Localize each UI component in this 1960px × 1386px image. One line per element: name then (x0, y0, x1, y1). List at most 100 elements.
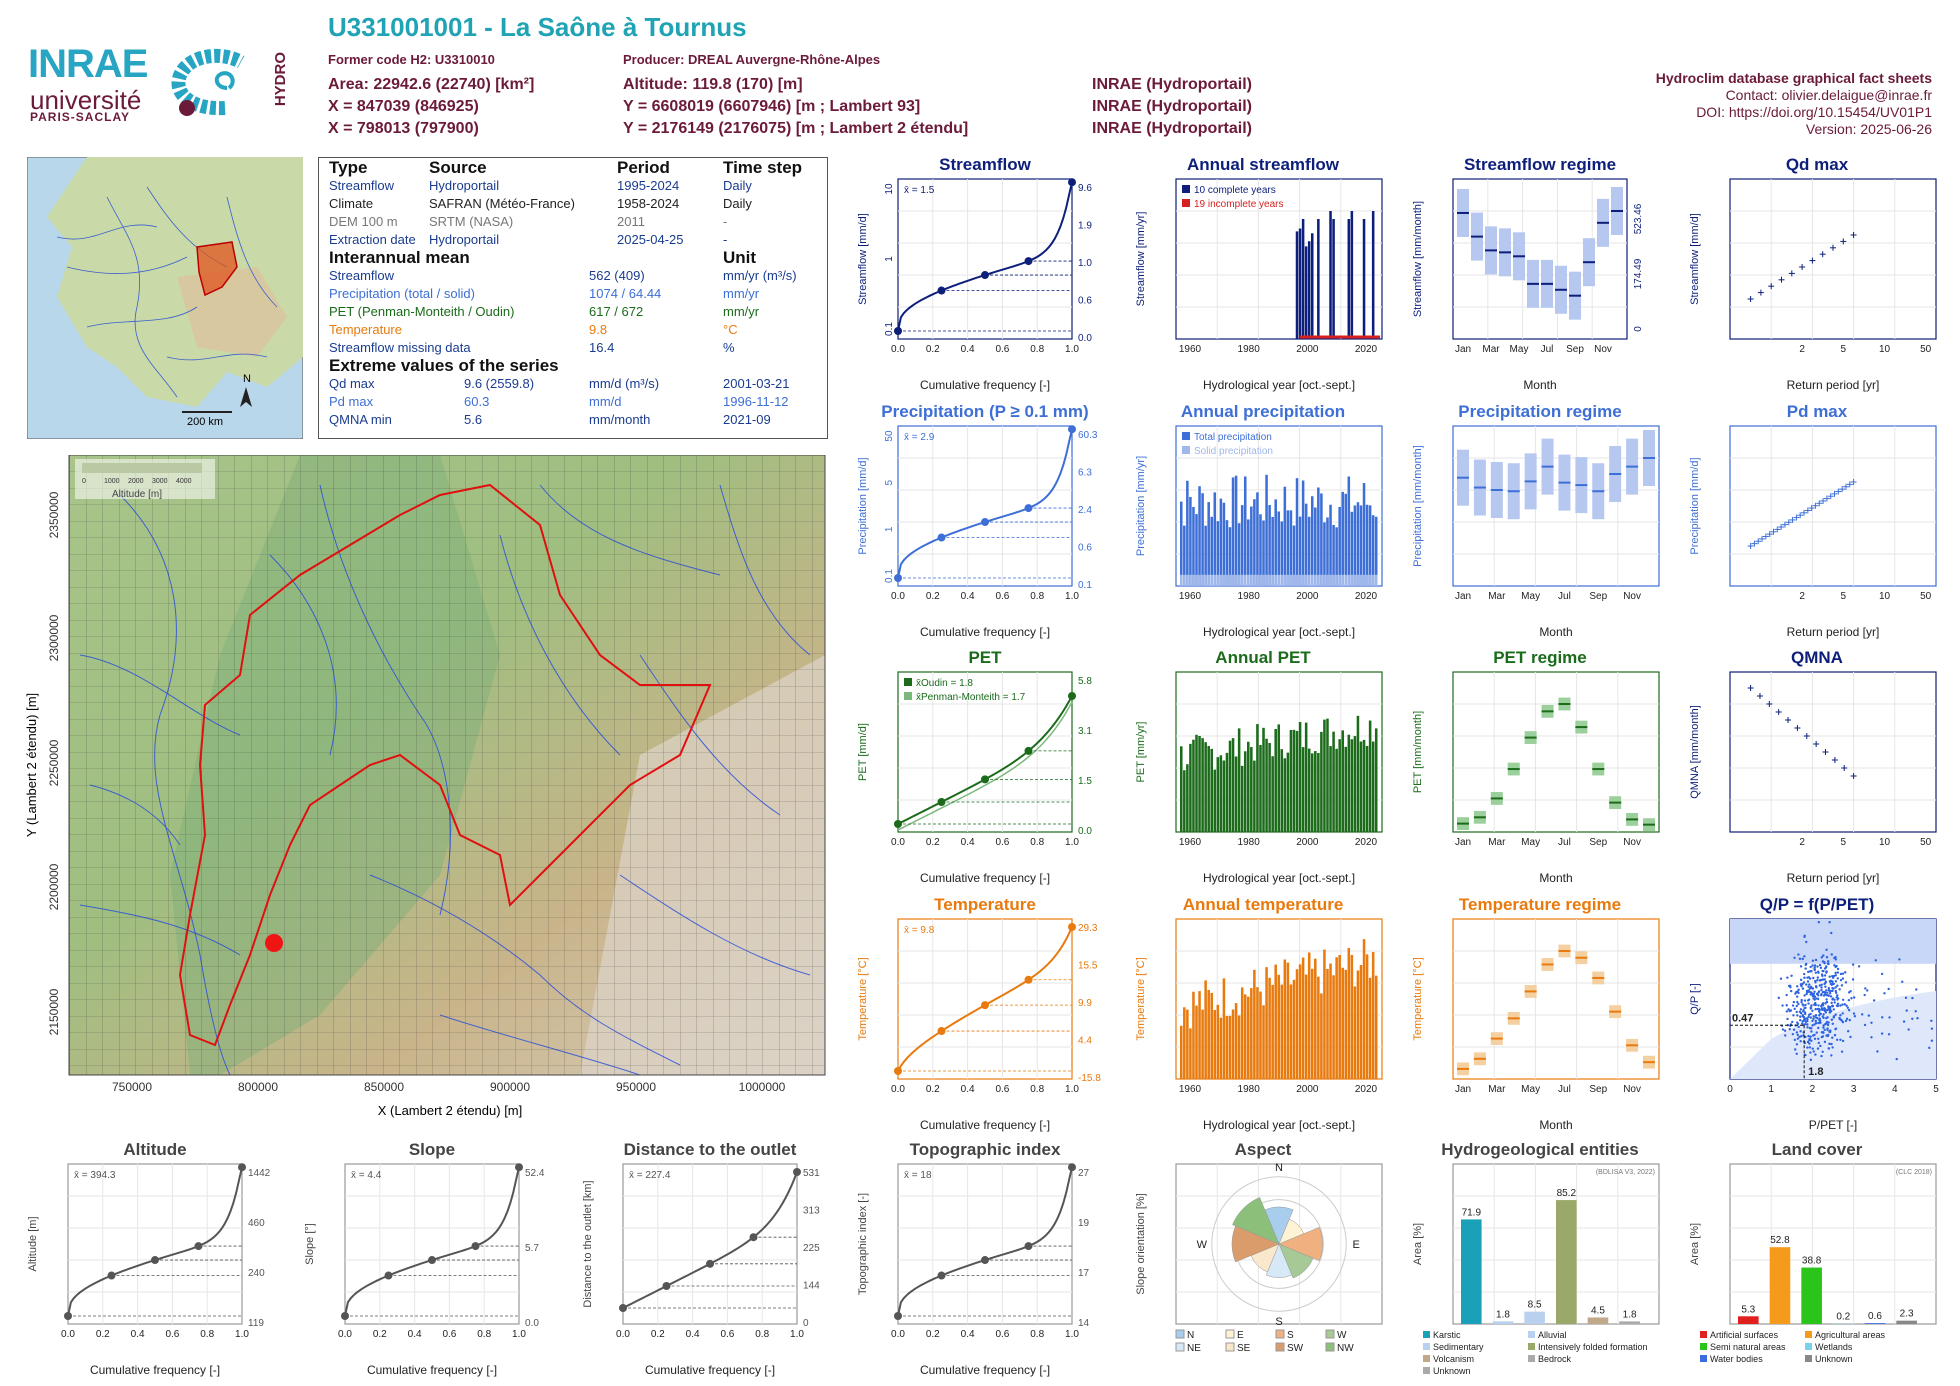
annual-bar (1250, 747, 1253, 832)
qp-point (1783, 1029, 1787, 1032)
legend-label: Bedrock (1538, 1354, 1572, 1364)
return-period-point (1785, 717, 1792, 723)
x-tick: 900000 (490, 1080, 530, 1094)
solid-precip-bar (1225, 574, 1229, 586)
row-step: - (723, 232, 728, 247)
y-lambert93: Y = 6608019 (6607946) [m ; Lambert 93] (623, 98, 921, 115)
x-tick: 750000 (112, 1080, 152, 1094)
x-tick: 1980 (1238, 837, 1261, 848)
qp-point (1800, 1035, 1803, 1038)
annual-bar (1271, 984, 1274, 1079)
x-axis-label: Return period [yr] (1787, 871, 1880, 885)
annual-bar (1359, 741, 1363, 832)
x-tick: 1000000 (739, 1080, 786, 1094)
qp-point (1839, 972, 1843, 976)
qp-point (1839, 1004, 1842, 1007)
qp-point (1800, 1000, 1803, 1004)
return-period-point (1747, 543, 1754, 549)
timestep-header: Time step (723, 158, 803, 177)
x-tick: 0.0 (891, 837, 905, 848)
legend-label: Water bodies (1710, 1354, 1763, 1364)
legend-swatch (1423, 1343, 1430, 1350)
legend-swatch (1182, 185, 1190, 193)
return-period-point (1840, 238, 1847, 245)
qp-point (1867, 1014, 1871, 1017)
plot-frame (1729, 425, 1937, 587)
qp-point (1836, 1002, 1840, 1005)
qp-point (1887, 987, 1890, 991)
qp-point (1825, 948, 1828, 951)
qp-point (1817, 1026, 1820, 1030)
qp-point (1820, 988, 1823, 992)
annual-bar (1286, 962, 1290, 1079)
legend-swatch (1805, 1355, 1812, 1362)
qp-point (1803, 934, 1806, 938)
solid-precip-bar (1216, 574, 1220, 586)
right-tick: 14 (1078, 1318, 1090, 1329)
qp-point (1822, 1013, 1825, 1016)
chart-svg: Cumulative frequency [-] Altitude [m] 0.0 0… (27, 1163, 271, 1377)
legend-swatch (1528, 1355, 1535, 1362)
qp-point (1820, 983, 1823, 986)
annual-bar (1216, 521, 1220, 586)
legend-swatch (1700, 1331, 1707, 1338)
x-tick: 5 (1841, 837, 1847, 848)
row-period: 2025-04-25 (617, 232, 684, 247)
qp-point (1807, 1034, 1810, 1038)
compass-label: E (1353, 1239, 1360, 1251)
qp-point (1801, 957, 1804, 961)
qp-point (1907, 1028, 1910, 1031)
month-tick: Sep (1566, 344, 1584, 355)
solid-precip-bar (1222, 574, 1226, 586)
qp-point (1857, 965, 1861, 968)
qp-point (1788, 1027, 1791, 1031)
solid-precip-bar (1213, 574, 1217, 586)
solid-precip-bar (1332, 574, 1335, 586)
qp-point (1795, 995, 1799, 998)
qp-point (1806, 1046, 1809, 1049)
return-period-point (1820, 497, 1827, 504)
interannual-mean-header: Interannual mean (329, 248, 470, 267)
right-tick: 1.5 (1078, 776, 1092, 787)
qp-point (1836, 984, 1839, 987)
solid-precip-bar (1277, 574, 1281, 586)
legend-label: Karstic (1433, 1330, 1461, 1340)
y-axis-label: Q/P [-] (1689, 983, 1701, 1015)
month-tick: May (1510, 344, 1529, 355)
x-tick: 0.2 (96, 1329, 110, 1340)
qp-point (1826, 1023, 1830, 1027)
topo-chart: Topographic index Cumulative frequency [-… (850, 1140, 1120, 1380)
qp-point (1810, 1027, 1813, 1030)
annual-bar (1253, 499, 1256, 586)
annual-bar (1219, 755, 1223, 832)
qp-budyko-area (1730, 991, 1936, 1079)
y-axis-label: QMNA [mm/month] (1689, 705, 1701, 799)
qp-point (1836, 994, 1839, 997)
qp-point (1794, 992, 1797, 995)
qp-point (1902, 1020, 1906, 1023)
qp-point (1811, 964, 1814, 967)
y-axis-label: Y (Lambert 2 étendu) [m] (24, 693, 39, 837)
x-tick: 0.0 (616, 1329, 630, 1340)
annual-bar (1247, 519, 1250, 586)
annual-bar (1353, 505, 1357, 586)
qp-point (1835, 964, 1838, 968)
mean-unit: % (723, 340, 735, 355)
solid-precip-bar (1180, 574, 1183, 586)
solid-precip-bar (1310, 574, 1314, 586)
qp-point (1802, 972, 1806, 976)
x-axis-label: Return period [yr] (1787, 378, 1880, 392)
qp-point (1820, 1054, 1823, 1058)
annual-bar (1368, 720, 1372, 832)
qp-point (1915, 988, 1918, 991)
right-tick: 1.0 (1078, 258, 1092, 269)
mean-label: x̄ = 4.4 (351, 1170, 382, 1181)
right-tick: 5.7 (525, 1243, 539, 1254)
qp-point (1819, 978, 1823, 982)
annual-bar (1222, 502, 1226, 586)
qp-point (1813, 990, 1816, 993)
x-tick: 0.2 (373, 1329, 387, 1340)
x-tick: 1980 (1238, 1084, 1261, 1095)
qp-point (1826, 1016, 1829, 1019)
x-axis-label: Cumulative frequency [-] (367, 1363, 497, 1377)
